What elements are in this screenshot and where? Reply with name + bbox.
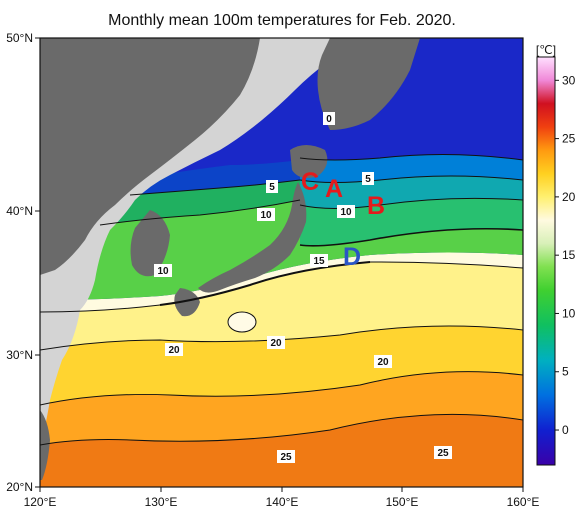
contour-label: 5 [365,174,371,185]
y-tick-label: 50°N [6,31,33,45]
map-title: Monthly mean 100m temperatures for Feb. … [108,12,456,29]
band-4 [300,154,523,183]
colorbar [536,56,556,466]
point-label-d: D [343,243,361,271]
point-label-b: B [367,192,385,220]
colorbar-tick-label: 25 [562,132,576,146]
contour-label-bg [165,343,183,356]
contour-label: 10 [260,210,272,221]
y-tick-label: 30°N [6,348,33,362]
contour-label-bg [277,450,295,463]
colorbar-tick-label: 30 [562,73,576,87]
contour-label: 10 [340,207,352,218]
colorbar-ticks: 30 25 20 15 10 5 0 [555,73,576,437]
contour-label-bg [362,172,374,185]
contour-label: 5 [269,182,275,193]
contour-label: 25 [280,452,292,463]
axis-tick-marks [35,37,524,492]
contour-label-bg [337,205,355,218]
contour-label: 10 [157,266,169,277]
land-kyushu [174,288,200,317]
land-sakhalin-kamchatka [317,38,420,130]
colorbar-tick-label: 10 [562,306,576,320]
contour-label: 20 [377,357,389,368]
contour-label-bg [374,355,392,368]
band-sea-cold [130,160,300,195]
contour-label-bg [267,336,285,349]
band-20 [40,262,523,350]
contour-label: 25 [437,448,449,459]
contour-lines [40,153,523,446]
band-sea-of-japan [80,180,300,225]
contour-label: 20 [168,345,180,356]
contour-label: 0 [326,114,332,125]
colorbar-tick-label: 0 [562,423,569,437]
warm-eddy [228,312,256,332]
contour-label: 15 [313,256,325,267]
band-24 [40,371,523,445]
map-area [40,38,523,487]
point-label-a: A [325,175,343,203]
y-tick-label: 20°N [6,480,33,494]
x-tick-label: 140°E [266,495,299,509]
contour-label-bg [310,254,328,267]
band-18 [40,252,523,312]
contour-label-group: 0 5 5 10 10 10 15 20 20 20 25 25 [154,112,452,463]
contour-label-bg [154,264,172,277]
colorbar-tick-label: 15 [562,248,576,262]
land-taiwan [40,410,50,480]
x-tick-label: 120°E [24,495,57,509]
colorbar-tick-label: 5 [562,365,569,379]
land-honshu [198,182,307,293]
x-tick-label: 150°E [386,495,419,509]
x-tick-label: 160°E [507,495,540,509]
land-korea [130,210,170,277]
land-hokkaido [290,145,328,178]
band-11 [300,198,523,246]
contour-label-bg [266,180,278,193]
x-tick-label: 130°E [145,495,178,509]
band-7 [300,176,523,209]
contour-label: 20 [270,338,282,349]
y-tick-label: 40°N [6,204,33,218]
contour-label-bg [257,208,275,221]
point-label-c: C [301,168,319,196]
colorbar-tick-label: 20 [562,190,576,204]
contour-label-bg [323,112,335,125]
band-22 [40,326,523,405]
land-northeast-asia [40,38,260,275]
colorbar-unit: [℃] [536,43,556,57]
contour-label-bg [434,446,452,459]
